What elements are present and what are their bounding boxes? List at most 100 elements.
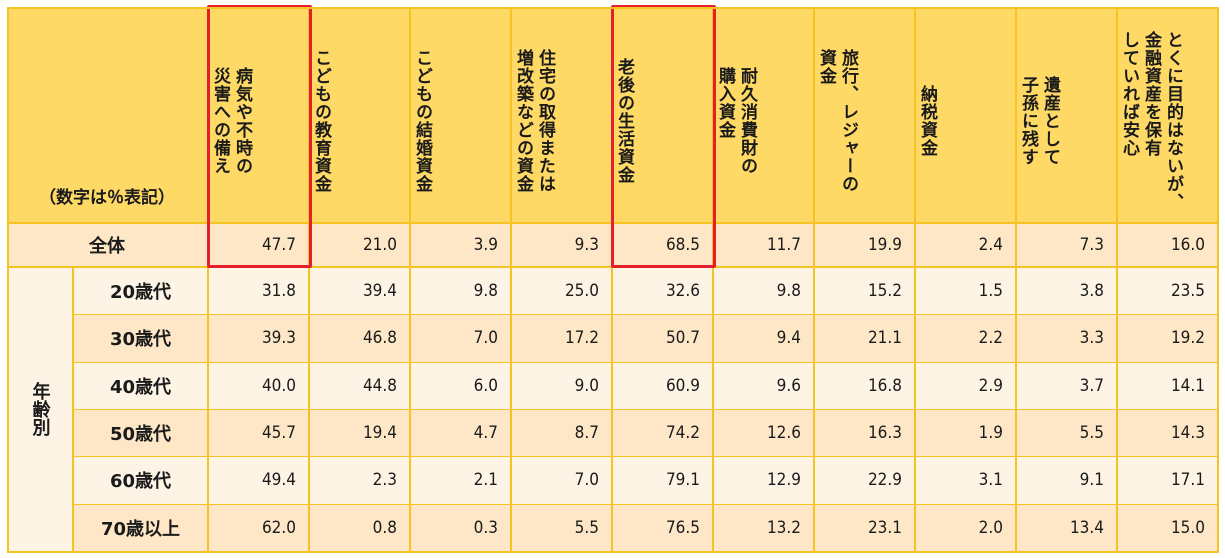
total-cell: 19.9 (815, 224, 916, 268)
column-header: 遺産として 子孫に残す (1017, 7, 1118, 224)
data-cell: 9.8 (411, 268, 512, 317)
data-cell: 45.7 (209, 409, 310, 459)
column-header-label: こどもの教育資金 (311, 48, 331, 193)
column-header: 病気や不時の 災害への備え (209, 7, 310, 224)
data-cell: 9.6 (714, 362, 815, 411)
data-cell: 49.4 (209, 457, 310, 506)
data-cell: 9.0 (512, 362, 613, 411)
data-cell: 46.8 (310, 315, 411, 364)
total-cell: 68.5 (613, 224, 714, 268)
row-label: 40歳代 (74, 362, 209, 411)
data-cell: 39.3 (209, 315, 310, 364)
data-cell: 21.1 (815, 315, 916, 364)
column-header: 耐久消費財の 購入資金 (714, 7, 815, 224)
data-cell: 5.5 (512, 504, 613, 553)
column-header: 納税資金 (916, 7, 1017, 224)
data-cell: 13.4 (1017, 504, 1118, 553)
data-cell: 9.4 (714, 315, 815, 364)
total-cell: 9.3 (512, 224, 613, 268)
data-cell: 12.9 (714, 457, 815, 506)
data-cell: 32.6 (613, 268, 714, 317)
column-header-label: こどもの結婚資金 (412, 48, 432, 193)
data-cell: 3.3 (1017, 315, 1118, 364)
data-cell: 1.5 (916, 268, 1017, 317)
data-cell: 2.3 (310, 457, 411, 506)
data-cell: 23.1 (815, 504, 916, 553)
row-label: 50歳代 (74, 409, 209, 459)
total-cell: 3.9 (411, 224, 512, 268)
data-cell: 15.2 (815, 268, 916, 317)
data-cell: 17.1 (1118, 457, 1219, 506)
row-label: 60歳代 (74, 457, 209, 506)
column-header-label: 老後の生活資金 (614, 57, 634, 184)
data-cell: 44.8 (310, 362, 411, 411)
column-header-label: 納税資金 (917, 84, 937, 157)
data-cell: 60.9 (613, 362, 714, 411)
data-cell: 17.2 (512, 315, 613, 364)
data-cell: 13.2 (714, 504, 815, 553)
data-cell: 39.4 (310, 268, 411, 317)
data-cell: 16.8 (815, 362, 916, 411)
data-cell: 3.1 (916, 457, 1017, 506)
column-header-label: 耐久消費財の 購入資金 (715, 66, 757, 175)
data-cell: 40.0 (209, 362, 310, 411)
data-cell: 23.5 (1118, 268, 1219, 317)
data-cell: 3.8 (1017, 268, 1118, 317)
data-cell: 14.3 (1118, 409, 1219, 459)
column-header-label: 住宅の取得または 増改築などの資金 (513, 48, 555, 193)
data-cell: 0.8 (310, 504, 411, 553)
column-header: こどもの結婚資金 (411, 7, 512, 224)
column-header-label: 病気や不時の 災害への備え (210, 66, 252, 175)
total-cell: 2.4 (916, 224, 1017, 268)
data-cell: 14.1 (1118, 362, 1219, 411)
data-cell: 2.1 (411, 457, 512, 506)
units-note: （数字は％表記） (7, 7, 209, 224)
data-cell: 15.0 (1118, 504, 1219, 553)
total-cell: 21.0 (310, 224, 411, 268)
data-cell: 5.5 (1017, 409, 1118, 459)
data-cell: 6.0 (411, 362, 512, 411)
data-cell: 74.2 (613, 409, 714, 459)
row-label: 30歳代 (74, 315, 209, 364)
data-cell: 0.3 (411, 504, 512, 553)
column-header-label: 旅行、レジャーの 資金 (816, 48, 858, 193)
column-header: 老後の生活資金 (613, 7, 714, 224)
total-cell: 11.7 (714, 224, 815, 268)
column-header: とくに目的はないが、 金融資産を保有 していれば安心 (1118, 7, 1219, 224)
column-header-label: 遺産として 子孫に残す (1018, 75, 1060, 166)
data-cell: 7.0 (411, 315, 512, 364)
data-cell: 1.9 (916, 409, 1017, 459)
data-cell: 9.8 (714, 268, 815, 317)
data-cell: 2.0 (916, 504, 1017, 553)
data-cell: 62.0 (209, 504, 310, 553)
data-cell: 76.5 (613, 504, 714, 553)
data-cell: 2.9 (916, 362, 1017, 411)
total-cell: 16.0 (1118, 224, 1219, 268)
data-cell: 50.7 (613, 315, 714, 364)
column-header: こどもの教育資金 (310, 7, 411, 224)
data-cell: 2.2 (916, 315, 1017, 364)
column-header: 旅行、レジャーの 資金 (815, 7, 916, 224)
data-cell: 22.9 (815, 457, 916, 506)
data-cell: 16.3 (815, 409, 916, 459)
savings-purpose-table: （数字は％表記） 病気や不時の 災害への備え こどもの教育資金 こどもの結婚資金 住宅の… (7, 5, 1219, 553)
group-label-age: 年齢別 (7, 268, 74, 553)
data-cell: 3.7 (1017, 362, 1118, 411)
column-header: 住宅の取得または 増改築などの資金 (512, 7, 613, 224)
total-cell: 7.3 (1017, 224, 1118, 268)
total-cell: 47.7 (209, 224, 310, 268)
total-row-label: 全体 (7, 224, 209, 268)
data-cell: 31.8 (209, 268, 310, 317)
data-cell: 12.6 (714, 409, 815, 459)
column-header-label: とくに目的はないが、 金融資産を保有 していれば安心 (1119, 30, 1183, 211)
row-label: 70歳以上 (74, 504, 209, 553)
data-cell: 9.1 (1017, 457, 1118, 506)
data-cell: 79.1 (613, 457, 714, 506)
data-cell: 8.7 (512, 409, 613, 459)
data-cell: 7.0 (512, 457, 613, 506)
data-cell: 19.2 (1118, 315, 1219, 364)
data-cell: 25.0 (512, 268, 613, 317)
data-cell: 19.4 (310, 409, 411, 459)
row-label: 20歳代 (74, 268, 209, 317)
data-cell: 4.7 (411, 409, 512, 459)
